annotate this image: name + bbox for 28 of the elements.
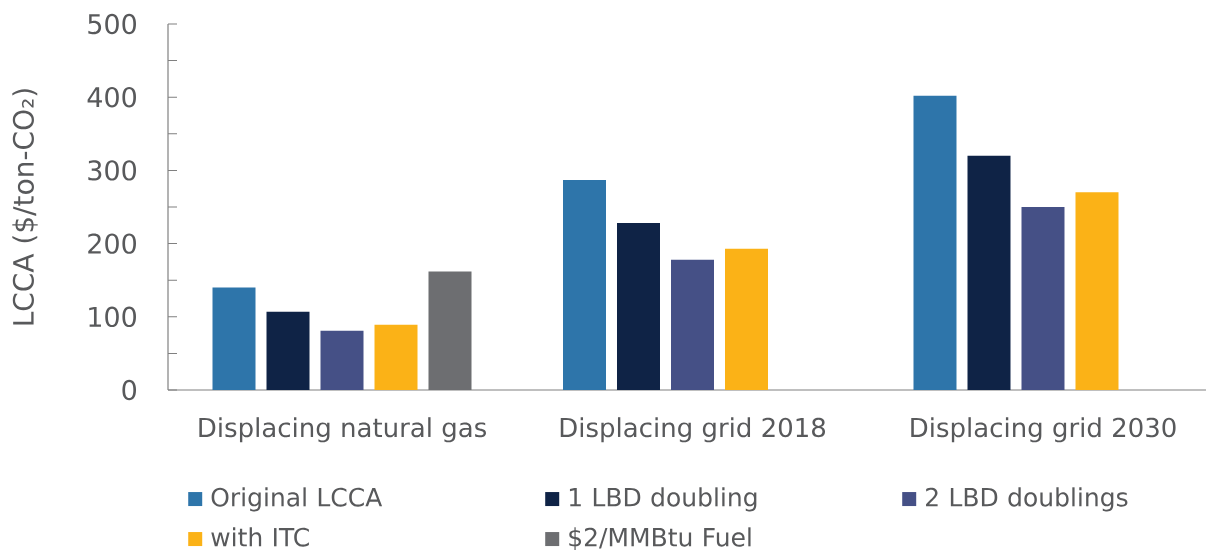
bar — [212, 287, 256, 390]
legend-label: 2 LBD doublings — [926, 487, 1128, 512]
bar — [617, 223, 660, 390]
bar — [266, 311, 310, 390]
bar — [374, 324, 418, 390]
x-tick-label: Displacing natural gas — [199, 417, 486, 443]
bar — [725, 248, 768, 390]
x-tick-label: Displacing grid 2018 — [560, 417, 826, 443]
bar — [428, 271, 472, 390]
bar — [320, 330, 364, 390]
bar — [1075, 192, 1119, 390]
y-tick-label: 0 — [122, 379, 137, 401]
legend-label: $2/MMBtu Fuel — [569, 527, 751, 550]
legend-label: with ITC — [211, 527, 309, 547]
y-tick-label: 300 — [88, 160, 136, 181]
y-axis-title: LCCA ($/ton-CO₂) — [12, 89, 38, 325]
bar — [913, 95, 957, 390]
y-tick-label: 500 — [88, 13, 136, 35]
x-tick-label: Displacing grid 2030 — [911, 417, 1176, 443]
bar — [1021, 207, 1065, 390]
bar — [671, 259, 714, 390]
y-tick-label: 400 — [87, 86, 136, 108]
y-tick-label: 100 — [89, 306, 136, 328]
legend-label: Original LCCA — [211, 487, 383, 512]
y-tick-label: 200 — [88, 233, 136, 254]
legend-label: 1 LBD doubling — [569, 487, 757, 512]
bar — [967, 155, 1011, 390]
bar — [563, 179, 606, 390]
